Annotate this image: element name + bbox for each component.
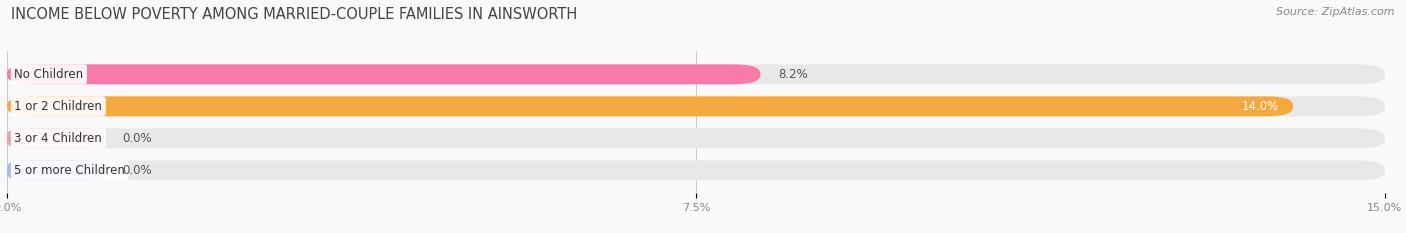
FancyBboxPatch shape xyxy=(7,160,1385,180)
Text: 0.0%: 0.0% xyxy=(122,164,152,177)
Text: Source: ZipAtlas.com: Source: ZipAtlas.com xyxy=(1277,7,1395,17)
FancyBboxPatch shape xyxy=(7,64,1385,84)
FancyBboxPatch shape xyxy=(7,128,104,148)
FancyBboxPatch shape xyxy=(7,96,1294,116)
FancyBboxPatch shape xyxy=(7,96,1385,116)
FancyBboxPatch shape xyxy=(7,128,1385,148)
Text: No Children: No Children xyxy=(14,68,83,81)
Text: 0.0%: 0.0% xyxy=(122,132,152,145)
Text: 1 or 2 Children: 1 or 2 Children xyxy=(14,100,103,113)
Text: 8.2%: 8.2% xyxy=(779,68,808,81)
FancyBboxPatch shape xyxy=(7,64,761,84)
Text: 3 or 4 Children: 3 or 4 Children xyxy=(14,132,103,145)
Text: INCOME BELOW POVERTY AMONG MARRIED-COUPLE FAMILIES IN AINSWORTH: INCOME BELOW POVERTY AMONG MARRIED-COUPL… xyxy=(11,7,578,22)
Text: 5 or more Children: 5 or more Children xyxy=(14,164,125,177)
Text: 14.0%: 14.0% xyxy=(1241,100,1279,113)
FancyBboxPatch shape xyxy=(7,160,104,180)
